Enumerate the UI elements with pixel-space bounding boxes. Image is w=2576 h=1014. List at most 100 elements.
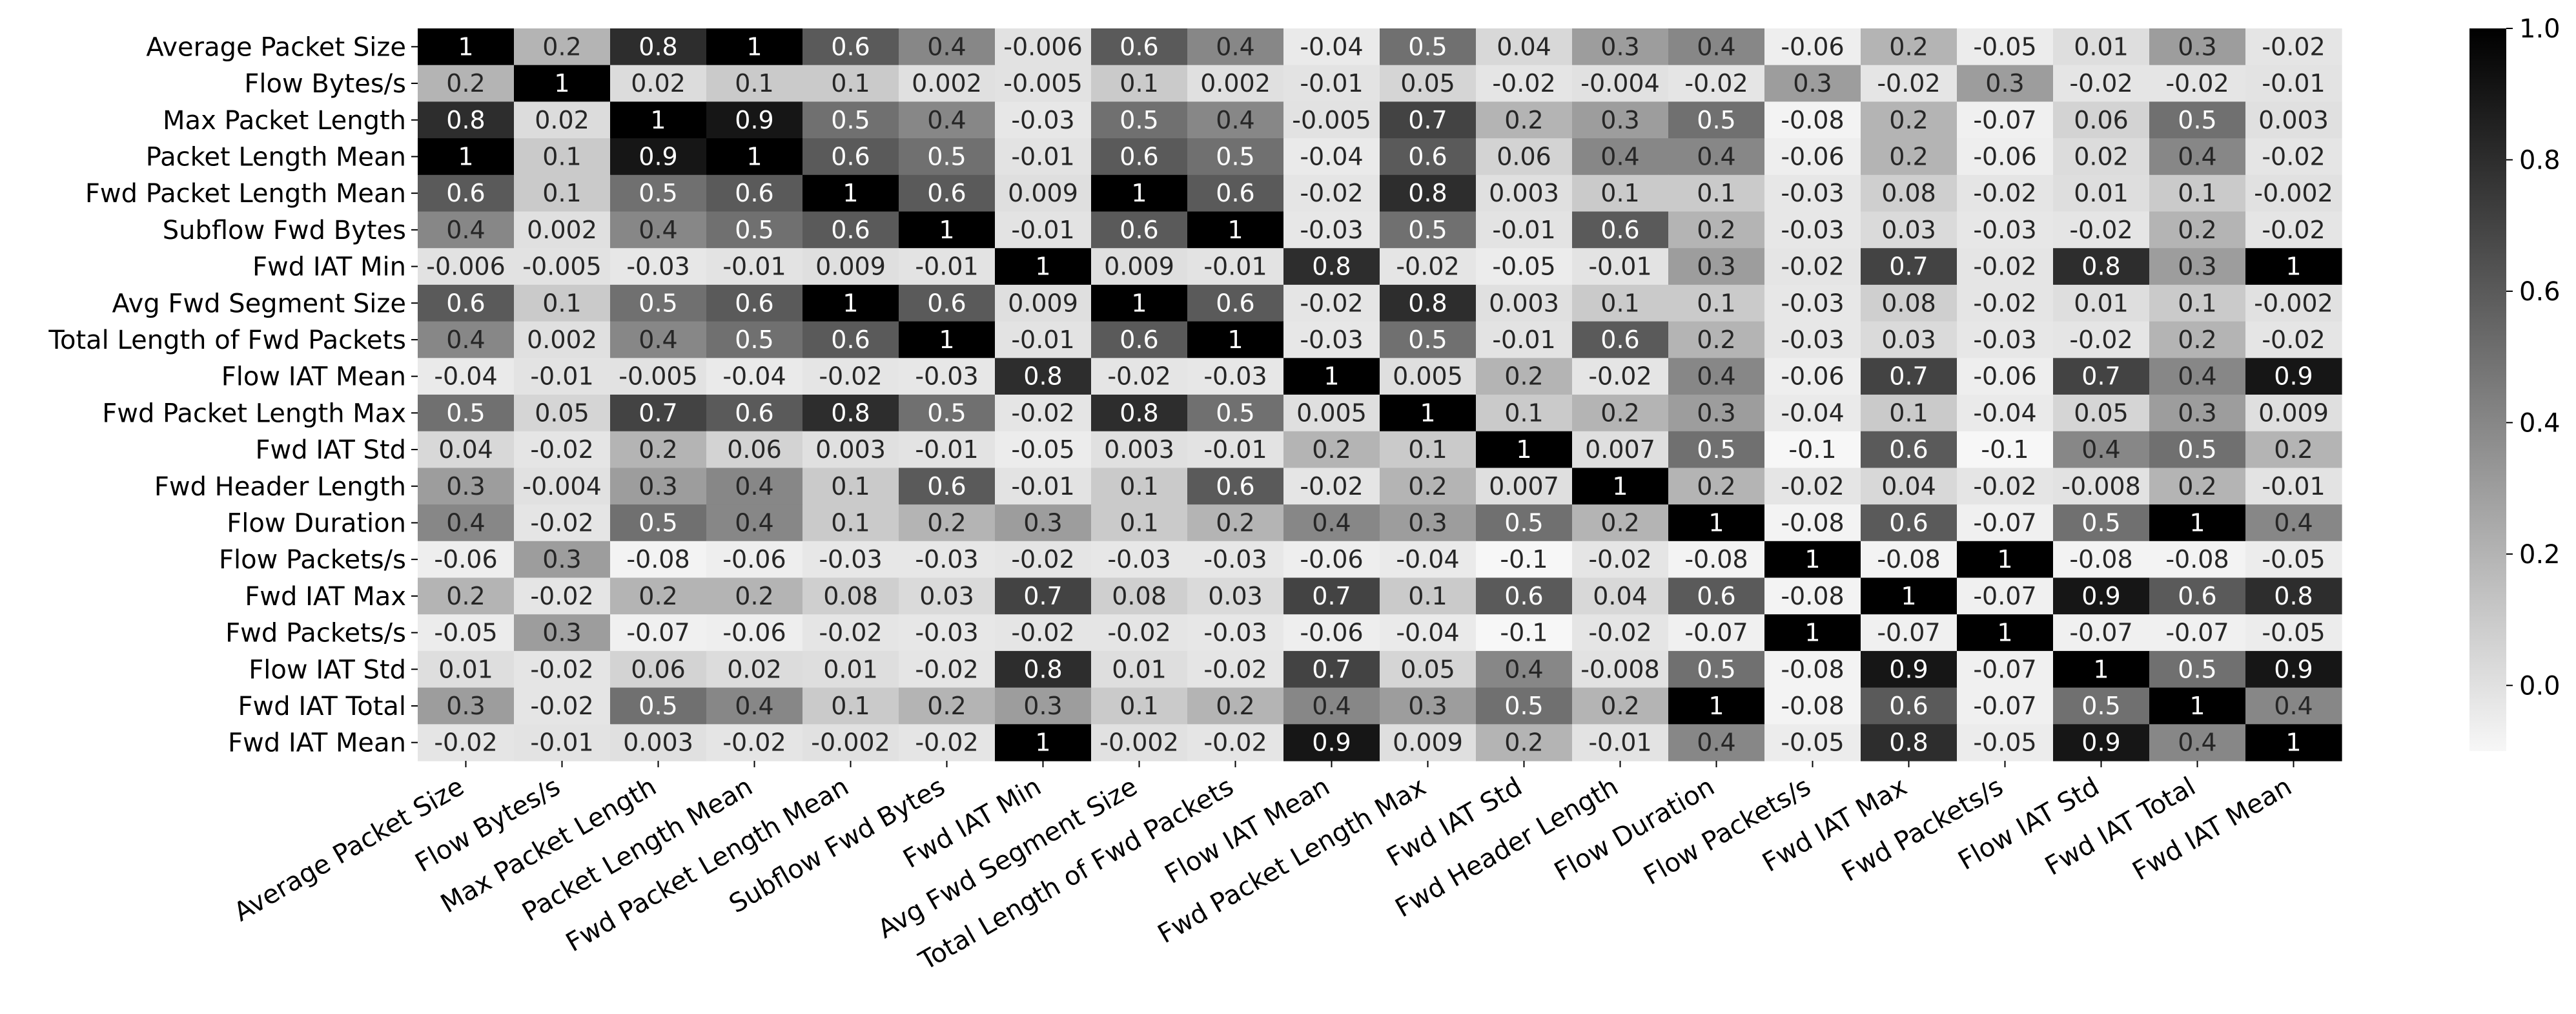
- heatmap-cell-value: -0.02: [530, 435, 593, 464]
- heatmap-cell: [610, 248, 707, 285]
- heatmap-cell: [2053, 614, 2150, 652]
- heatmap-cell: [1380, 101, 1477, 139]
- colorbar-tick-label: 0.6: [2519, 277, 2561, 307]
- heatmap-cell-value: 0.08: [1881, 289, 1936, 317]
- heatmap-cell-value: 0.6: [735, 289, 773, 317]
- heatmap-cell: [514, 284, 611, 322]
- heatmap-cell: [899, 211, 996, 249]
- heatmap-cell-value: 0.5: [2081, 692, 2120, 720]
- heatmap-cell: [1187, 321, 1284, 358]
- heatmap-cell: [1187, 284, 1284, 322]
- heatmap-cell-value: -0.02: [530, 582, 593, 610]
- heatmap-cell-value: 0.5: [1697, 435, 1735, 464]
- heatmap-cell-value: 0.3: [1023, 692, 1062, 720]
- heatmap-cell-value: 0.2: [1600, 508, 1639, 537]
- heatmap-cell-value: -0.03: [1203, 619, 1267, 647]
- heatmap-cell-value: 0.3: [1023, 508, 1062, 537]
- heatmap-cell: [899, 577, 996, 615]
- heatmap-cell-value: 0.3: [2178, 253, 2216, 281]
- heatmap-cell: [610, 65, 707, 102]
- heatmap-cell: [1957, 138, 2054, 176]
- heatmap-cell: [1861, 211, 1958, 249]
- heatmap-cell: [1187, 174, 1284, 212]
- heatmap-cell-value: 0.1: [1408, 435, 1447, 464]
- heatmap-cell: [1187, 650, 1284, 688]
- heatmap-cell-value: 0.2: [1889, 32, 1928, 61]
- heatmap-cell: [899, 321, 996, 358]
- heatmap-cell-value: 0.9: [2274, 655, 2313, 683]
- heatmap-cell-value: 0.2: [927, 508, 966, 537]
- heatmap-cell-value: 0.2: [446, 582, 485, 610]
- heatmap-cell-value: 0.2: [1408, 472, 1447, 501]
- heatmap-cell-value: -0.02: [1203, 729, 1267, 757]
- heatmap-cell-value: 0.1: [1600, 179, 1639, 207]
- heatmap-cell: [802, 138, 899, 176]
- heatmap-cell-value: 0.3: [1793, 69, 1832, 98]
- heatmap-cell-value: -0.03: [1300, 216, 1363, 244]
- heatmap-cell-value: -0.01: [1300, 69, 1363, 98]
- heatmap-cell-value: -0.01: [2262, 69, 2325, 98]
- heatmap-cell: [1957, 321, 2054, 358]
- heatmap-cell-value: -0.02: [1011, 398, 1074, 427]
- heatmap-cell-value: 0.5: [1408, 326, 1447, 354]
- heatmap-cell-value: 0.009: [1393, 729, 1463, 757]
- heatmap-cell: [610, 101, 707, 139]
- heatmap-cell: [514, 687, 611, 725]
- heatmap-cell: [1283, 614, 1380, 652]
- heatmap-cell: [2149, 211, 2246, 249]
- heatmap-cell: [899, 174, 996, 212]
- heatmap-cell-value: 1: [458, 32, 473, 61]
- heatmap-cell: [1283, 174, 1380, 212]
- heatmap-cell-value: -0.03: [915, 619, 978, 647]
- heatmap-cell-value: 0.03: [1881, 216, 1936, 244]
- heatmap-cell-value: -0.03: [1203, 362, 1267, 391]
- heatmap-cell: [514, 541, 611, 579]
- heatmap-cell-value: 0.3: [446, 472, 485, 501]
- heatmap-cell-value: 0.1: [1119, 69, 1158, 98]
- heatmap-cell-value: 0.5: [1408, 216, 1447, 244]
- heatmap-cell-value: -0.02: [530, 508, 593, 537]
- heatmap-cell-value: 0.1: [735, 69, 773, 98]
- heatmap-cell: [1764, 504, 1861, 542]
- heatmap-cell: [1668, 65, 1765, 102]
- heatmap-cell: [1283, 65, 1380, 102]
- heatmap-cell-value: 0.5: [1504, 508, 1543, 537]
- heatmap-cell: [2245, 650, 2342, 688]
- heatmap-cell-value: 0.2: [1889, 106, 1928, 134]
- heatmap-cell-value: 0.6: [735, 179, 773, 207]
- heatmap-cell: [1668, 28, 1765, 66]
- heatmap-cell: [1476, 138, 1573, 176]
- heatmap-cell-value: 0.6: [1119, 142, 1158, 171]
- heatmap-cell: [610, 395, 707, 432]
- heatmap-cell-value: 0.01: [1112, 655, 1167, 683]
- heatmap-cell-value: -0.06: [1300, 545, 1363, 574]
- heatmap-cell-value: 0.5: [1408, 32, 1447, 61]
- heatmap-cell: [1668, 101, 1765, 139]
- heatmap-cell: [706, 101, 803, 139]
- heatmap-cell: [1476, 321, 1573, 358]
- heatmap-cell: [995, 577, 1092, 615]
- y-tick-label-fwd-packet-length-max: Fwd Packet Length Max: [102, 398, 406, 428]
- heatmap-cell: [1187, 395, 1284, 432]
- heatmap-cell-value: 1: [1997, 545, 2012, 574]
- heatmap-cell-value: -0.03: [1107, 545, 1170, 574]
- heatmap-cell: [2053, 174, 2150, 212]
- heatmap-cell: [2149, 504, 2246, 542]
- heatmap-cell-value: -0.1: [1981, 435, 2029, 464]
- heatmap-cell: [1091, 358, 1188, 395]
- heatmap-cell-value: 0.6: [927, 179, 966, 207]
- heatmap-cell: [1861, 395, 1958, 432]
- heatmap-cell-value: -0.1: [1500, 545, 1548, 574]
- heatmap-cell-value: 0.6: [927, 289, 966, 317]
- heatmap-cell-value: -0.02: [915, 655, 978, 683]
- heatmap-cell-value: 0.8: [639, 32, 677, 61]
- heatmap-cell-value: 1: [650, 106, 666, 134]
- heatmap-cell: [1957, 614, 2054, 652]
- heatmap-cell-value: -0.07: [1973, 582, 2036, 610]
- heatmap-cell-value: -0.008: [2061, 472, 2141, 501]
- heatmap-cell-value: 0.003: [1489, 179, 1559, 207]
- heatmap-cell-value: 0.005: [1393, 362, 1463, 391]
- heatmap-cell: [706, 211, 803, 249]
- heatmap-cell: [1091, 468, 1188, 505]
- heatmap-cell-value: -0.01: [530, 362, 593, 391]
